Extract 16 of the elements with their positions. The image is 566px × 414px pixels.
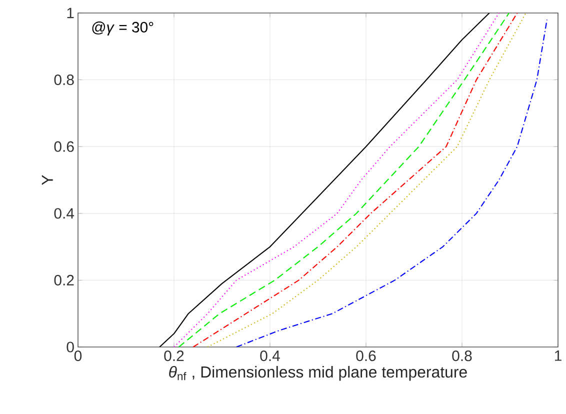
y-tick-label: 0 <box>66 342 74 352</box>
y-tick-label: 0.4 <box>54 208 74 219</box>
y-tick-label: 0.8 <box>54 74 74 86</box>
y-axis-title: Y <box>42 175 53 185</box>
x-tick-label: 1 <box>554 350 562 361</box>
annotation: @γ = 30° <box>92 22 154 36</box>
x-tick-label: 0.4 <box>260 350 280 362</box>
x-tick-label: 0 <box>74 350 82 362</box>
y-tick-label: 0.2 <box>54 274 74 286</box>
x-tick-label: 0.2 <box>164 350 184 362</box>
line-series <box>236 19 548 347</box>
x-tick-label: 0.8 <box>452 350 472 362</box>
y-tick-label: 1 <box>67 8 74 18</box>
y-tick-label: 0.6 <box>54 141 74 152</box>
x-tick-label: 0.6 <box>356 350 376 362</box>
x-axis-title: θ$_{nf}$ , Dimensionless mid plane temperature <box>169 366 467 381</box>
